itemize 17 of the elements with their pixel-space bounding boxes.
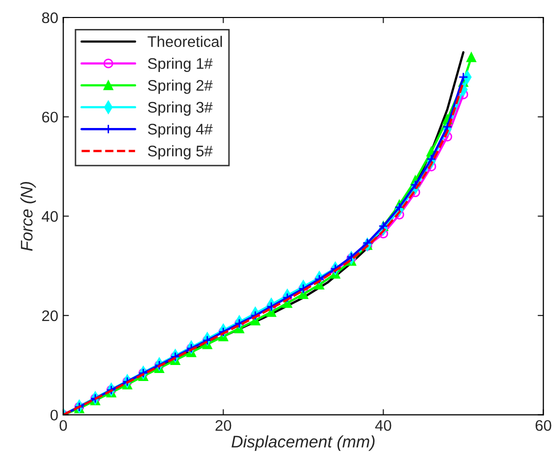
x-tick-label: 0 (60, 420, 67, 431)
x-axis-title: Displacement (mm) (232, 435, 375, 451)
legend-label: Theoretical (148, 36, 222, 48)
legend-label: Spring 3# (148, 101, 213, 116)
legend-label: Spring 5# (148, 145, 213, 160)
y-axis-title: Force (N) (20, 182, 36, 251)
legend-label: Spring 4# (148, 123, 213, 138)
y-tick-label: 0 (50, 410, 58, 421)
y-tick-label: 60 (42, 112, 58, 123)
x-tick-label: 20 (216, 420, 232, 431)
y-tick-label: 80 (42, 12, 58, 24)
y-tick-label: 40 (42, 211, 58, 222)
x-tick-label: 60 (536, 420, 552, 431)
y-tick-label: 20 (42, 310, 58, 322)
legend-label: Spring 1# (148, 58, 213, 72)
x-tick-label: 40 (375, 420, 392, 431)
legend-label: Spring 2# (148, 80, 213, 94)
